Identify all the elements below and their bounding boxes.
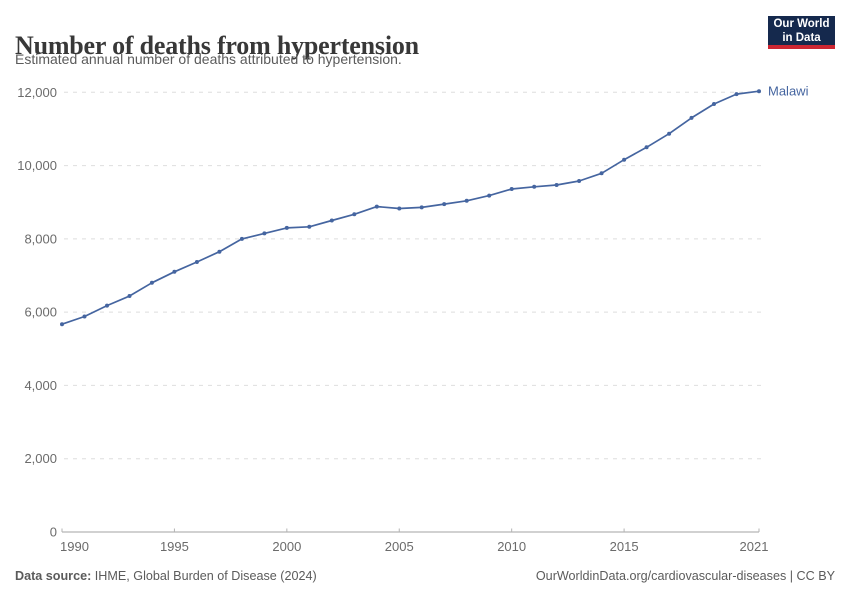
chart-title: Number of deaths from hypertension <box>15 31 419 61</box>
y-axis-tick-label: 4,000 <box>24 378 57 393</box>
x-axis-tick-label: 2000 <box>272 539 301 554</box>
data-point-marker <box>667 131 672 136</box>
owid-logo-line1: Our World <box>773 18 830 30</box>
data-point-marker <box>419 205 424 210</box>
data-point-marker <box>239 236 244 241</box>
x-axis-tick-label: 2010 <box>497 539 526 554</box>
data-point-marker <box>644 145 649 150</box>
data-point-marker <box>487 193 492 198</box>
data-point-marker <box>442 202 447 207</box>
data-point-marker <box>194 260 199 264</box>
data-point-marker <box>577 179 582 183</box>
data-point-marker <box>712 102 716 106</box>
data-point-marker <box>149 280 154 285</box>
data-point-marker <box>734 92 739 97</box>
data-point-marker <box>60 322 64 327</box>
y-axis-tick-label: 8,000 <box>24 231 57 246</box>
data-source-text: IHME, Global Burden of Disease (2024) <box>91 569 317 583</box>
owid-logo[interactable]: Our World in Data <box>768 16 835 49</box>
chart-svg: 0 2,000 4,000 6,000 8,000 10,000 12,000 1990 199… <box>17 84 809 554</box>
x-axis-tick-label: 1995 <box>160 539 189 554</box>
data-point-marker <box>622 157 627 162</box>
data-point-marker <box>105 303 109 308</box>
data-source-label: Data source: <box>15 569 92 583</box>
y-axis-tick-label: 12,000 <box>17 85 57 100</box>
credit-link[interactable]: OurWorldinData.org/cardiovascular-diseas… <box>535 569 835 583</box>
data-point-marker <box>689 115 694 120</box>
data-point-marker <box>127 294 132 298</box>
data-point-marker <box>374 204 379 209</box>
data-point-marker <box>464 198 469 203</box>
data-point-marker <box>284 225 289 230</box>
data-point-marker <box>397 206 402 211</box>
y-axis-tick-label: 10,000 <box>17 158 57 173</box>
entity-label: Malawi <box>768 84 809 99</box>
data-point-marker <box>82 314 87 319</box>
x-axis-tick-label: 2015 <box>610 539 639 554</box>
chart-subtitle: Estimated annual number of deaths attrib… <box>15 51 402 67</box>
data-point-marker <box>757 89 761 94</box>
data-point-marker <box>217 249 222 254</box>
y-axis-tick-label: 6,000 <box>24 305 57 320</box>
data-point-marker <box>172 269 177 274</box>
y-axis-tick-label: 2,000 <box>24 451 57 466</box>
data-point-marker <box>532 184 537 189</box>
trend-line <box>61 90 760 326</box>
data-point-marker <box>352 212 357 217</box>
data-point-marker <box>509 187 514 191</box>
x-axis-tick-label: 2005 <box>385 539 414 554</box>
y-axis-tick-label: 0 <box>50 525 57 540</box>
data-point-marker <box>307 224 312 229</box>
data-point-marker <box>329 218 334 223</box>
data-point-marker <box>262 231 267 236</box>
data-source-note: Data source: IHME, Global Burden of Dise… <box>15 569 317 583</box>
x-axis-tick-label: 2021 <box>740 539 769 554</box>
data-point-marker <box>599 171 604 176</box>
data-point-marker <box>554 183 559 187</box>
owid-logo-line2: in Data <box>782 31 821 44</box>
x-axis-tick-label: 1990 <box>60 539 89 554</box>
